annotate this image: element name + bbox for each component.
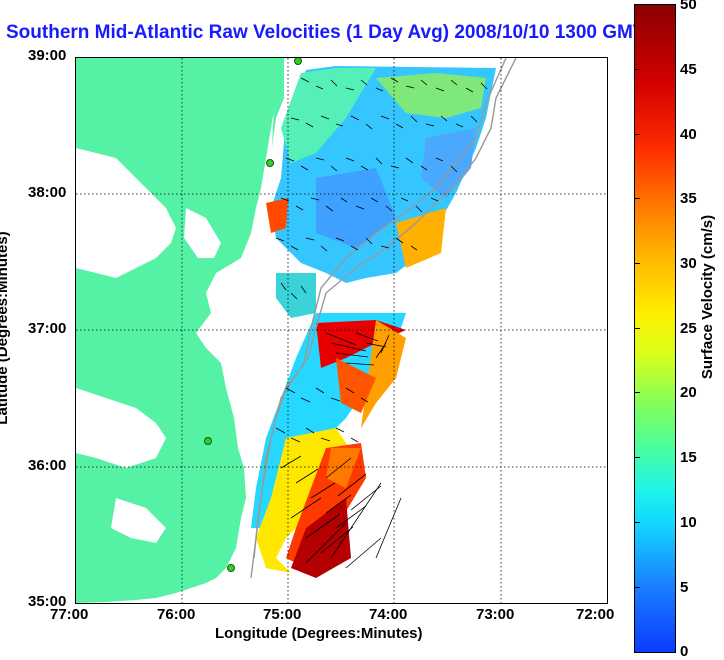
station-marker [204, 437, 212, 445]
velocity-arrows [275, 77, 488, 569]
map-title: Southern Mid-Atlantic Raw Velocities (1 … [6, 22, 645, 43]
colorbar-tick-mark [634, 587, 640, 588]
colorbar-tick-label: 0 [680, 643, 689, 660]
colorbar-tick-mark [634, 457, 640, 458]
x-tick-label: 74:00 [369, 606, 408, 623]
colorbar-tick-mark [634, 392, 640, 393]
colorbar-tick-label: 25 [680, 320, 697, 337]
radar-stations [204, 58, 302, 572]
bathymetry-contours [250, 58, 517, 579]
grid-lines [76, 58, 607, 603]
x-axis-label: Longitude (Degrees:Minutes) [215, 625, 423, 642]
colorbar-tick-label: 15 [680, 449, 697, 466]
y-tick-label: 35:00 [28, 593, 67, 610]
station-marker [266, 159, 274, 167]
velocity-map[interactable] [75, 57, 608, 604]
colorbar-tick-mark [634, 328, 640, 329]
station-marker [294, 58, 302, 65]
map-canvas [76, 58, 607, 603]
station-marker [227, 564, 235, 572]
colorbar-tick-mark [634, 198, 640, 199]
x-tick-label: 75:00 [263, 606, 302, 623]
colorbar-tick-label: 35 [680, 190, 697, 207]
colorbar-tick-label: 10 [680, 514, 697, 531]
x-tick-label: 73:00 [476, 606, 515, 623]
colorbar-tick-label: 30 [680, 255, 697, 272]
colorbar-tick-label: 20 [680, 384, 697, 401]
colorbar-label-container: Surface Velocity (cm/s) [699, 187, 721, 407]
y-axis-label: Latitude (Degrees:Minutes) [0, 231, 11, 425]
colorbar-tick-label: 5 [680, 579, 689, 596]
y-axis-label-container: Latitude (Degrees:Minutes) [0, 213, 14, 443]
x-tick-label: 77:00 [50, 606, 89, 623]
colorbar-tick-mark [634, 69, 640, 70]
colorbar-tick-label: 45 [680, 61, 697, 78]
colorbar-tick-mark [634, 522, 640, 523]
colorbar-tick-mark [634, 263, 640, 264]
colorbar-tick-label: 40 [680, 126, 697, 143]
y-tick-label: 36:00 [28, 457, 67, 474]
colorbar-tick-label: 50 [680, 0, 697, 13]
land [76, 58, 284, 603]
y-tick-label: 38:00 [28, 184, 67, 201]
x-tick-label: 72:00 [576, 606, 615, 623]
colorbar-label: Surface Velocity (cm/s) [699, 214, 716, 380]
velocity-field [251, 66, 496, 578]
y-tick-label: 39:00 [28, 47, 67, 64]
y-tick-label: 37:00 [28, 320, 67, 337]
x-tick-label: 76:00 [157, 606, 196, 623]
colorbar [634, 4, 676, 653]
colorbar-tick-mark [634, 134, 640, 135]
